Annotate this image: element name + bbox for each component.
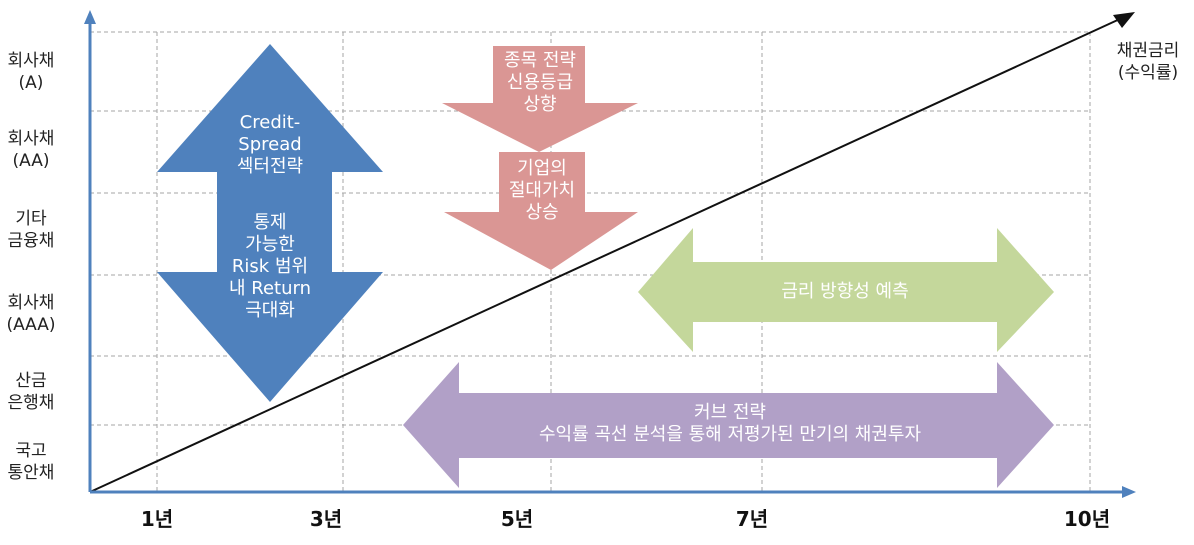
arrow-text-line: 금리 방향성 예측 xyxy=(781,281,909,302)
y-label-line: 산금 xyxy=(15,371,47,391)
yield-label-line: 채권금리 xyxy=(1116,41,1180,61)
y-label-line: (AA) xyxy=(12,151,50,171)
y-label-line: 회사채 xyxy=(7,51,55,71)
enterprise-value-text: 기업의 절대가치 상승 xyxy=(482,158,602,224)
y-label-line: 통안채 xyxy=(7,463,55,483)
arrow-text-line: 기업의 xyxy=(517,158,567,179)
arrow-text-line: 종목 전략 xyxy=(504,50,576,71)
arrow-text-line: 절대가치 xyxy=(508,180,576,201)
enterprise-value-arrow xyxy=(444,152,638,270)
arrow-text-line: 섹터전략 xyxy=(236,156,304,177)
yield-label: 채권금리 (수익률) xyxy=(1105,40,1191,84)
credit-spread-title: Credit- Spread 섹터전략 xyxy=(200,112,340,178)
credit-spread-arrow xyxy=(157,44,383,402)
credit-upgrade-arrow xyxy=(442,46,638,152)
x-axis-arrowhead xyxy=(1122,486,1136,498)
curve-strategy-text: 커브 전략 수익률 곡선 분석을 통해 저평가된 만기의 채권투자 xyxy=(470,402,990,446)
x-label-3y: 3년 xyxy=(309,507,343,531)
arrow-text-line: 수익률 곡선 분석을 통해 저평가된 만기의 채권투자 xyxy=(538,424,922,445)
y-label-line: (AAA) xyxy=(6,315,56,335)
y-label-line: 은행채 xyxy=(7,393,55,413)
y-label-line: 회사채 xyxy=(7,293,55,313)
rate-direction-arrow xyxy=(638,228,1054,352)
x-label-7y: 7년 xyxy=(735,507,769,531)
yield-label-line: (수익률) xyxy=(1117,63,1179,83)
yield-diagonal-arrowhead xyxy=(1113,12,1135,28)
arrow-text-line: Credit- xyxy=(239,112,301,133)
credit-spread-description: 통제 가능한 Risk 범위 내 Return 극대화 xyxy=(200,212,340,322)
arrow-text-line: 극대화 xyxy=(245,300,295,321)
y-label-corporate-aa: 회사채 (AA) xyxy=(0,128,62,172)
y-axis-arrowhead xyxy=(84,10,96,24)
y-label-bank-bonds: 산금 은행채 xyxy=(0,370,62,414)
arrow-text-line: 가능한 xyxy=(245,234,295,255)
y-label-line: 국고 xyxy=(15,441,47,461)
credit-upgrade-text: 종목 전략 신용등급 상향 xyxy=(480,50,600,116)
arrow-text-line: 상승 xyxy=(525,202,559,223)
x-label-1y: 1년 xyxy=(140,507,174,531)
arrow-text-line: 통제 xyxy=(253,212,287,233)
y-label-line: 회사채 xyxy=(7,129,55,149)
curve-strategy-arrow xyxy=(403,362,1054,488)
yield-diagonal-line xyxy=(89,17,1123,493)
arrow-text-line: 커브 전략 xyxy=(694,402,766,423)
x-label-10y: 10년 xyxy=(1063,507,1111,531)
arrow-text-line: Risk 범위 xyxy=(231,256,309,277)
arrow-text-line: 신용등급 xyxy=(506,72,574,93)
y-label-line: 금융채 xyxy=(7,231,55,251)
y-label-corporate-aaa: 회사채 (AAA) xyxy=(0,292,62,336)
y-label-line: (A) xyxy=(18,73,44,93)
arrow-text-line: 상향 xyxy=(523,94,557,115)
rate-direction-text: 금리 방향성 예측 xyxy=(700,281,990,303)
x-label-5y: 5년 xyxy=(500,507,534,531)
y-label-corporate-a: 회사채 (A) xyxy=(0,50,62,94)
y-label-other-financial: 기타 금융채 xyxy=(0,208,62,252)
arrow-text-line: 내 Return xyxy=(228,278,311,299)
y-label-treasury: 국고 통안채 xyxy=(0,440,62,484)
y-label-line: 기타 xyxy=(15,209,47,229)
arrow-text-line: Spread xyxy=(238,134,302,155)
